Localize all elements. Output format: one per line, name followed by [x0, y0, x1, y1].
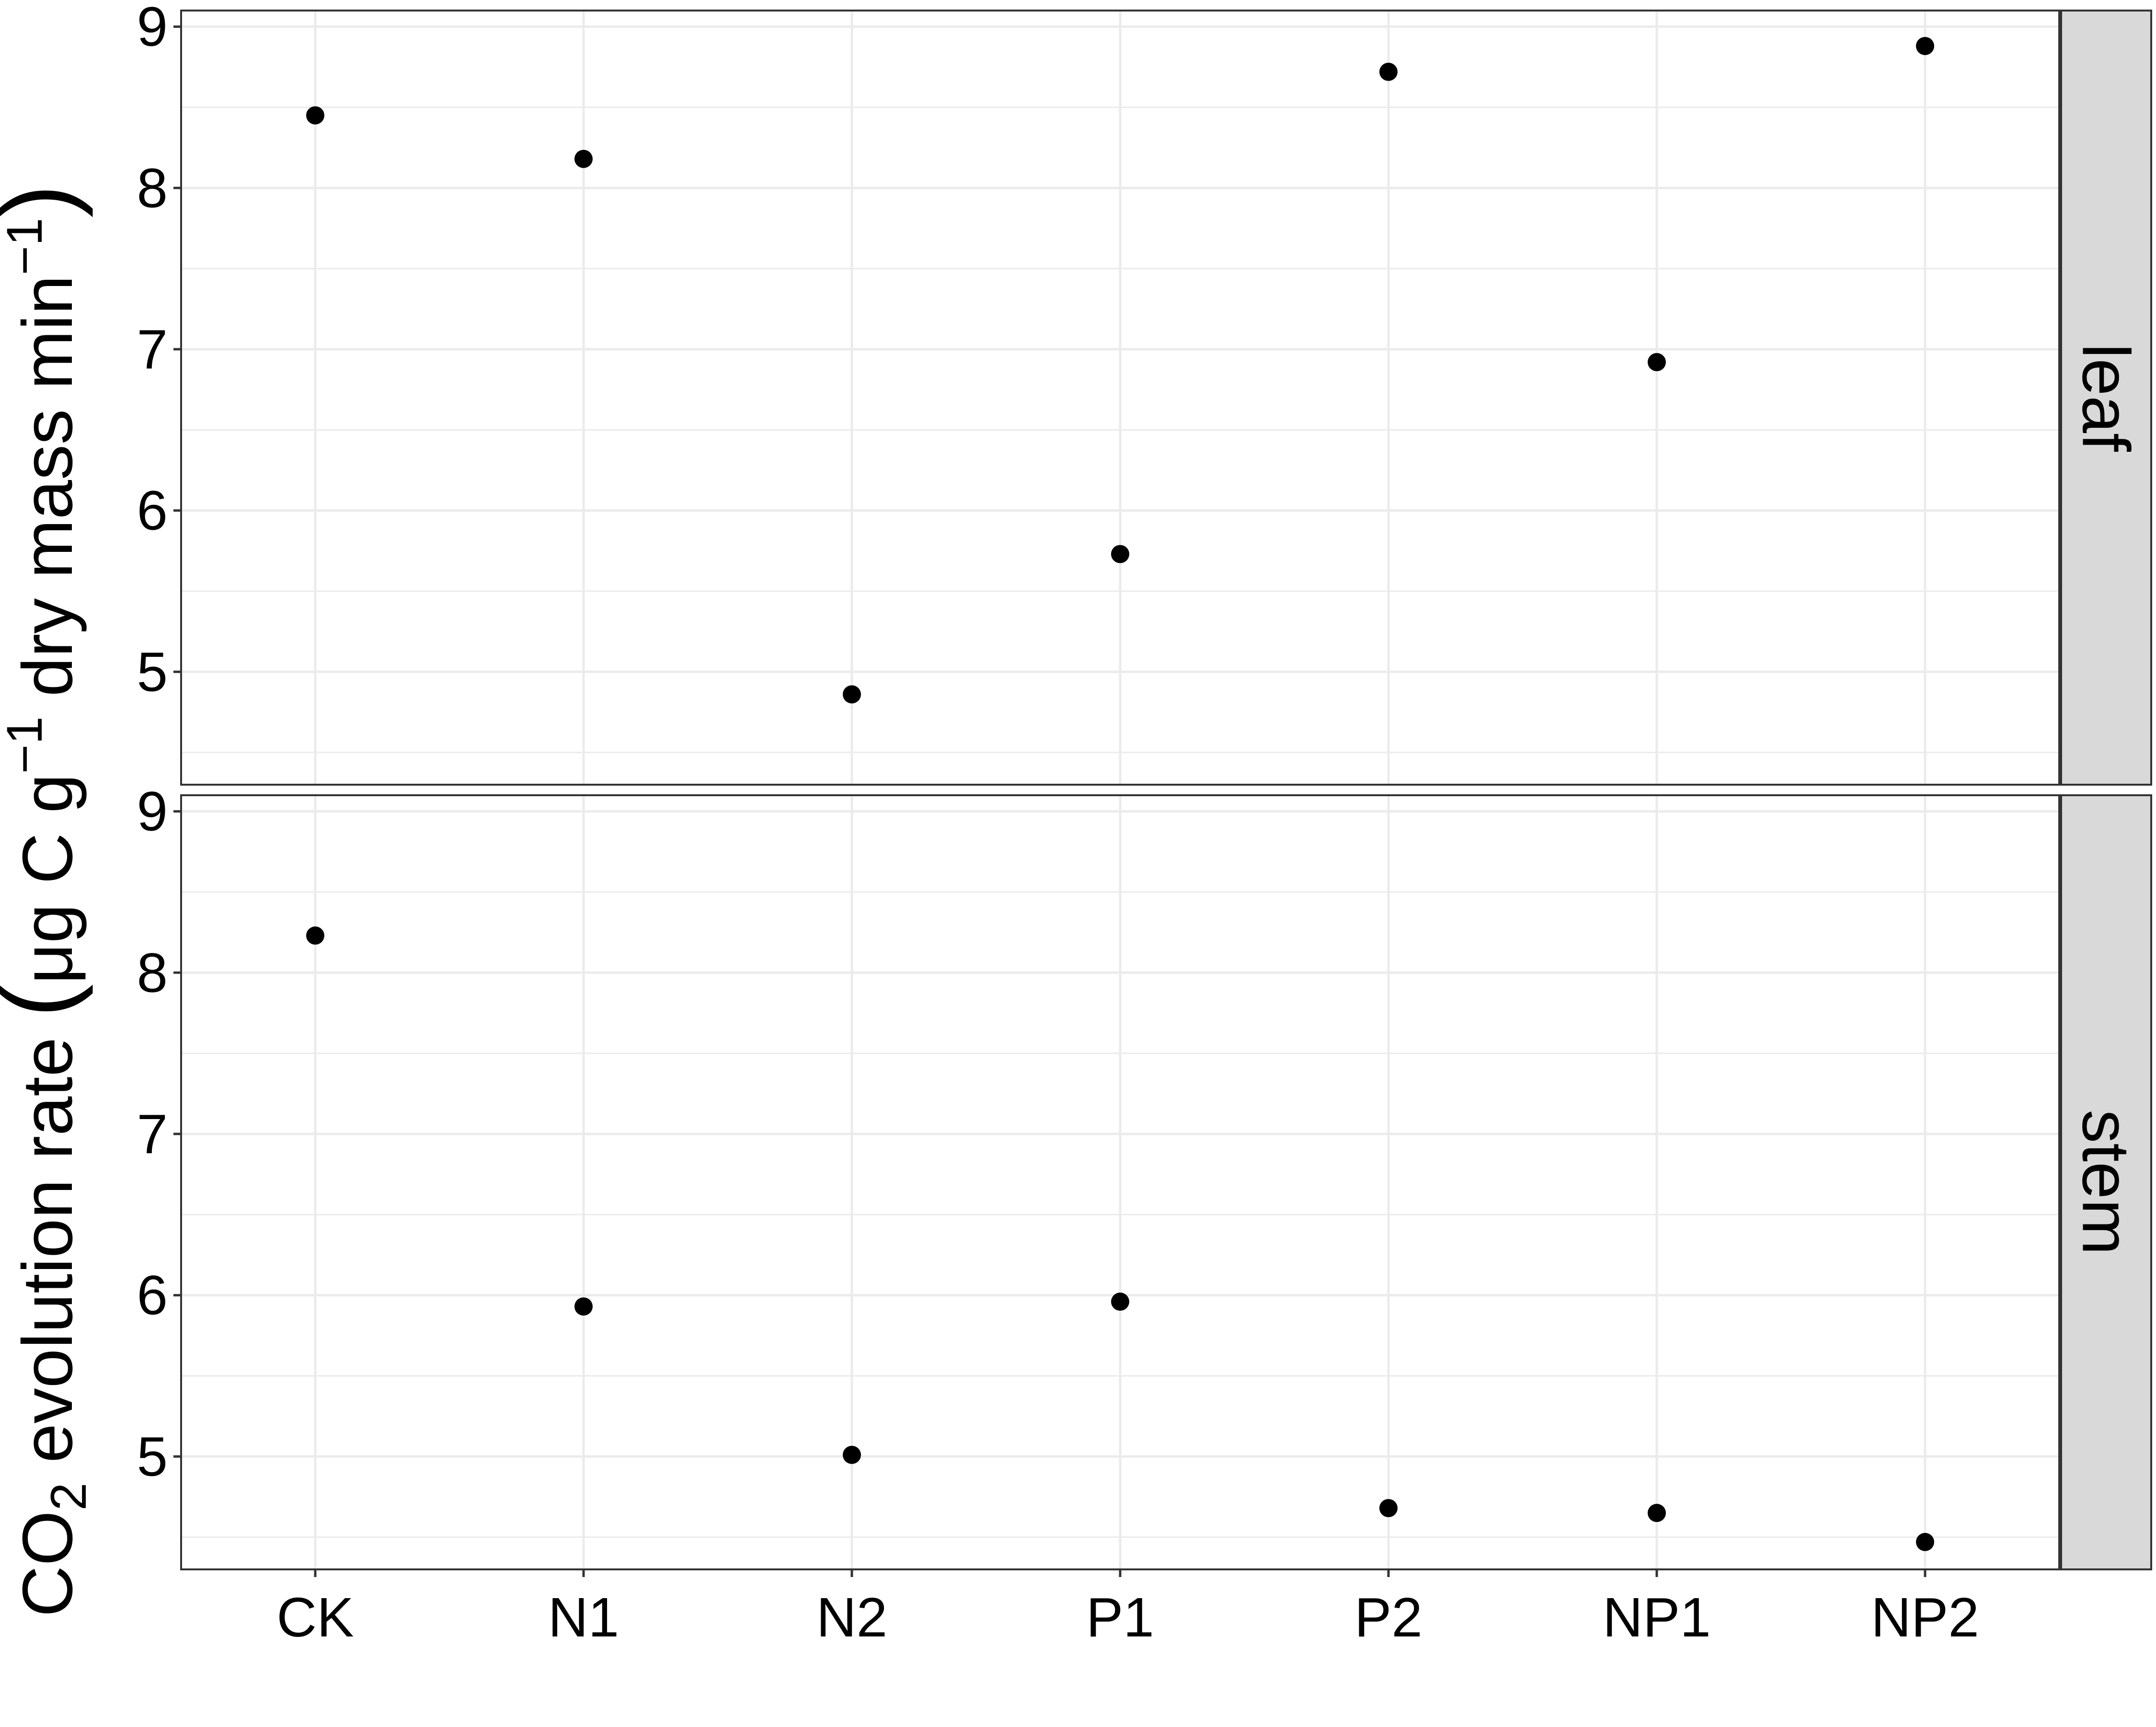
facet-panel-leaf: 5 6 7 8 9 leaf: [137, 0, 2152, 786]
y-tick-label: 5: [137, 640, 168, 703]
facet-panel-stem: 5 6 7 8 9 stem CK N1 N2 P1 P2 NP1 NP2: [137, 780, 2152, 1648]
facet-strip-label-stem: stem: [2069, 1109, 2144, 1255]
data-point-stem-P2: [1379, 1499, 1398, 1518]
y-tick-label: 7: [137, 318, 168, 380]
data-point-stem-CK: [306, 926, 324, 945]
data-point-stem-NP1: [1648, 1504, 1666, 1522]
facet-strip-label-leaf: leaf: [2069, 343, 2144, 452]
data-point-leaf-N1: [574, 149, 593, 168]
y-tick-label: 6: [137, 480, 168, 542]
x-tick-label-NP1: NP1: [1603, 1586, 1711, 1648]
data-point-leaf-NP2: [1916, 37, 1934, 56]
data-point-leaf-NP1: [1648, 353, 1666, 371]
x-tick-label-N2: N2: [816, 1586, 887, 1648]
y-tick-label: 9: [137, 0, 168, 58]
data-point-stem-NP2: [1916, 1533, 1934, 1551]
data-point-leaf-CK: [306, 106, 324, 125]
svg-text:CO2 evolution rate (μg C g−1 d: CO2 evolution rate (μg C g−1 dry mass mi…: [0, 184, 97, 1617]
data-point-leaf-P1: [1111, 545, 1129, 563]
x-tick-label-N1: N1: [548, 1586, 619, 1648]
data-point-leaf-N2: [843, 685, 861, 704]
data-point-stem-P1: [1111, 1292, 1129, 1311]
x-tick-label-CK: CK: [276, 1586, 354, 1648]
data-point-stem-N2: [843, 1445, 861, 1464]
y-tick-label: 9: [137, 780, 168, 843]
y-axis-title: CO2 evolution rate (μg C g−1 dry mass mi…: [0, 184, 97, 1617]
y-tick-label: 6: [137, 1264, 168, 1327]
x-tick-label-NP2: NP2: [1871, 1586, 1979, 1648]
y-tick-label: 8: [137, 157, 168, 219]
facet-strip-box: [2060, 10, 2152, 786]
data-point-stem-N1: [574, 1297, 593, 1316]
x-tick-label-P2: P2: [1354, 1586, 1422, 1648]
y-tick-label: 5: [137, 1425, 168, 1487]
data-point-leaf-P2: [1379, 62, 1398, 81]
y-tick-label: 7: [137, 1103, 168, 1165]
y-tick-label: 8: [137, 941, 168, 1004]
x-tick-label-P1: P1: [1086, 1586, 1154, 1648]
panel-border: [180, 10, 2060, 786]
facet-strip-box: [2060, 794, 2152, 1570]
